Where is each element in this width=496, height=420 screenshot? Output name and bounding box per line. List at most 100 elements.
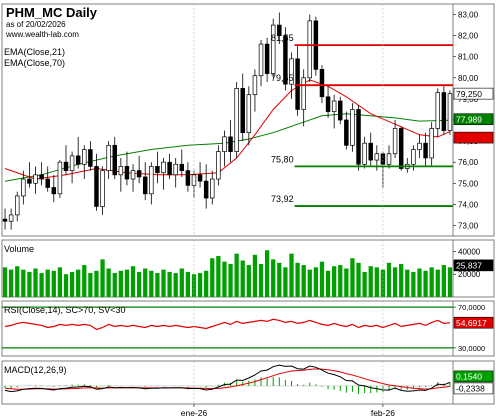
volume-bar (234, 253, 239, 297)
price-tick-label: 76,00 (458, 158, 479, 167)
candle-body (392, 128, 398, 155)
price-tick-label: 81,00 (458, 53, 479, 62)
volume-bar (411, 271, 416, 297)
candle-body (161, 161, 166, 174)
candle-body (368, 142, 373, 161)
volume-bar (130, 266, 136, 297)
volume-bar (356, 262, 361, 297)
volume-bar (15, 266, 20, 297)
volume-bar (100, 259, 105, 297)
price-tick-label: 80,00 (458, 74, 479, 83)
volume-bar (210, 258, 215, 297)
volume-bar (88, 273, 93, 297)
volume-bar (441, 265, 446, 297)
volume-bar (179, 268, 184, 297)
level-label-1: 79,65 (271, 73, 294, 83)
legend-ema21: EMA(Close,21) (4, 47, 65, 57)
volume-bar (197, 273, 203, 297)
candle-body (167, 161, 172, 176)
legend-ema70: EMA(Close,70) (4, 58, 65, 68)
candle (136, 155, 142, 184)
candle-body (423, 142, 428, 159)
candle (8, 208, 14, 230)
candle-body (142, 176, 148, 195)
macd-value-tag-box (453, 370, 494, 383)
candle-body (118, 166, 124, 176)
volume-pane: 20000300004000025,837 (1, 239, 495, 298)
volume-bar (313, 267, 319, 297)
volume-bar (277, 262, 282, 297)
candle (356, 105, 361, 171)
candle (417, 134, 422, 158)
candle-body (63, 161, 69, 171)
candle (21, 170, 26, 205)
candle-body (100, 170, 105, 207)
candle (240, 73, 245, 142)
candle (447, 90, 453, 135)
candle-body (88, 149, 93, 167)
candle (142, 162, 148, 201)
candle-body (106, 144, 111, 171)
candle (82, 145, 87, 180)
candle-body (429, 128, 434, 159)
chart-header: PHM_MC Daily as of 20/02/2026 www.wealth… (4, 5, 98, 68)
candle (106, 141, 111, 180)
candle-body (264, 43, 270, 74)
volume-bar (94, 270, 99, 297)
candle-body (374, 153, 380, 161)
ema21-line (4, 79, 451, 180)
price-tick-label: 83,00 (458, 11, 479, 20)
volume-bar (338, 265, 343, 297)
candle (344, 111, 349, 150)
volume-bar (246, 265, 251, 297)
ema-tag-1-box (453, 131, 494, 144)
candle (100, 166, 105, 215)
candle-body (75, 155, 81, 165)
candle (130, 164, 136, 192)
volume-bar (405, 269, 410, 297)
candle-body (216, 151, 221, 180)
price-tick-label: 73,00 (458, 221, 479, 230)
candle-body (350, 109, 355, 146)
candle-body (301, 77, 306, 110)
price-tick-label: 74,00 (458, 200, 479, 209)
volume-bar (301, 265, 306, 297)
candle (228, 120, 233, 163)
candle (325, 86, 331, 118)
candle (258, 39, 264, 87)
candle-body (295, 58, 300, 110)
volume-bar (57, 267, 63, 297)
volume-bar (258, 263, 264, 297)
volume-bar (143, 268, 148, 297)
candle-body (57, 161, 63, 195)
volume-last-tag-text: 25,837 (456, 261, 482, 271)
candle (149, 162, 154, 205)
rsi-pane: 30,0000 70,0000 54,6917 (1, 300, 495, 357)
volume-bar (124, 269, 130, 297)
volume-bar (63, 274, 69, 297)
volume-bar (27, 271, 32, 297)
candle (27, 162, 32, 188)
candle-body (283, 35, 288, 85)
candle (51, 174, 57, 203)
rsi-last-tag-text: 54,6917 (456, 318, 487, 328)
volume-bar (344, 268, 349, 297)
volume-bar (271, 259, 276, 297)
candle (155, 151, 160, 184)
candle (173, 157, 178, 188)
candle (246, 86, 252, 146)
volume-bar (368, 266, 373, 297)
ema-tag-0-text: 77,989 (456, 114, 482, 124)
as-of-date: as of 20/02/2026 (6, 20, 66, 29)
volume-tick-label: 40000 (458, 247, 481, 256)
x-tick-label: ene-26 (181, 408, 208, 418)
candle-body (277, 24, 282, 36)
candle (94, 153, 99, 211)
candle-body (417, 142, 422, 150)
volume-bar (173, 273, 178, 297)
price-pane: 73,0074,0075,0076,0077,0078,0079,0080,00… (1, 3, 495, 237)
x-axis: ene-26 feb-26 (181, 4, 395, 418)
chart-title: PHM_MC Daily (6, 5, 98, 20)
volume-bar (51, 270, 56, 297)
candle (435, 88, 441, 137)
